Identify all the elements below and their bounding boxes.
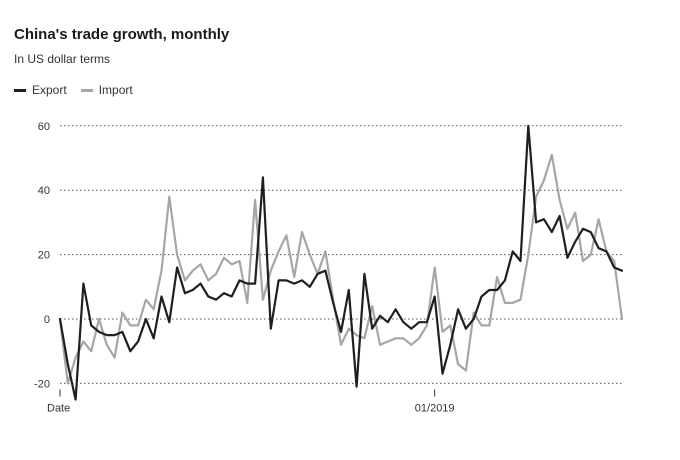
legend-swatch-import bbox=[80, 88, 93, 92]
chart-title: China's trade growth, monthly bbox=[14, 26, 230, 43]
x-tick-label-0: Date bbox=[47, 403, 70, 415]
legend-label-import: Import bbox=[98, 83, 133, 97]
legend-item-import: Import bbox=[80, 83, 133, 97]
legend-swatch-export bbox=[14, 88, 26, 92]
y-tick-label-40: 40 bbox=[38, 185, 50, 197]
series-line-export bbox=[58, 124, 624, 401]
legend-label-export: Export bbox=[32, 83, 67, 97]
y-tick-label--20: -20 bbox=[34, 378, 50, 390]
y-tick-label-0: 0 bbox=[44, 314, 50, 326]
y-tick-label-60: 60 bbox=[38, 121, 50, 133]
y-tick-label-20: 20 bbox=[38, 250, 50, 262]
x-tick-label-48: 01/2019 bbox=[415, 403, 455, 415]
chart-subtitle: In US dollar terms bbox=[14, 52, 111, 66]
legend-item-export: Export bbox=[14, 83, 67, 97]
legend: Export Import bbox=[14, 83, 147, 97]
series-line-import bbox=[58, 153, 624, 385]
